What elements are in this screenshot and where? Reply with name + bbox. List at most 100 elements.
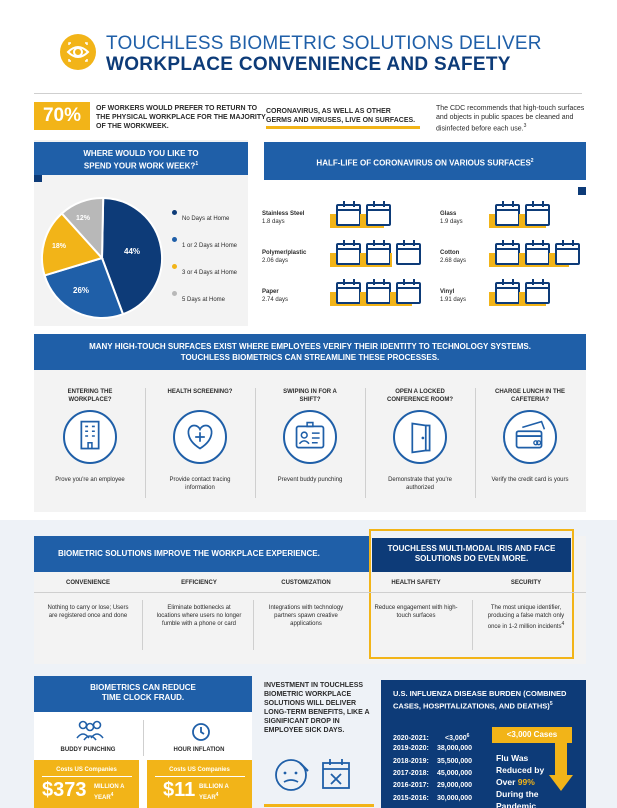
header-title-line2: WORKPLACE CONVENIENCE AND SAFETY bbox=[106, 54, 511, 75]
door-icon bbox=[393, 410, 447, 464]
touch-banner: MANY HIGH-TOUCH SURFACES EXIST WHERE EMP… bbox=[34, 334, 586, 370]
pie-label-44: 44% bbox=[124, 247, 141, 256]
flu-title: U.S. INFLUENZA DISEASE BURDEN (COMBINED … bbox=[393, 689, 578, 712]
legend-label-2: 3 or 4 Days at Home bbox=[182, 270, 238, 276]
flu-callout-l2: Reduced by bbox=[496, 765, 545, 775]
calendar-ring bbox=[542, 279, 544, 285]
pie-label-26: 26% bbox=[73, 286, 90, 295]
workweek-pie-chart bbox=[41, 196, 163, 319]
surface-days-1: 2.06 days bbox=[262, 258, 289, 264]
bio-col-head-1: EFFICIENCY bbox=[181, 580, 217, 586]
workweek-sup: 1 bbox=[195, 161, 199, 167]
legend-item-1: 1 or 2 Days at Home bbox=[172, 234, 248, 261]
calendar-ring bbox=[542, 201, 544, 207]
halflife-banner-fold bbox=[578, 187, 586, 195]
buddy-cost-line bbox=[42, 776, 132, 777]
calendar-icon bbox=[366, 201, 391, 226]
bio-col-body-3: Reduce engagement with high-touch surfac… bbox=[370, 604, 462, 620]
calendar-ring bbox=[373, 201, 375, 207]
calendar-ring bbox=[383, 279, 385, 285]
calendar-ring bbox=[403, 279, 405, 285]
legend-dot-0 bbox=[172, 210, 177, 215]
calendar-ring bbox=[413, 240, 415, 246]
calendar-icon bbox=[366, 240, 391, 265]
flu-row-3: 2017-2018: 45,000,000 bbox=[393, 770, 493, 777]
calendar-icon bbox=[396, 240, 421, 265]
bio-col-head-4: SECURITY bbox=[510, 580, 542, 586]
buddy-punching-icon bbox=[75, 718, 105, 747]
header-title-line1: TOUCHLESS BIOMETRIC SOLUTIONS DELIVER bbox=[106, 33, 542, 54]
touch-separator bbox=[475, 388, 476, 498]
bio-col-head-3: HEALTH SAFETY bbox=[391, 580, 441, 586]
calendar-ring bbox=[512, 201, 514, 207]
buddy-punching-label: BUDDY PUNCHING bbox=[60, 747, 116, 753]
cdc-text: The CDC recommends that high-touch surfa… bbox=[436, 104, 586, 133]
calendar-ring bbox=[353, 279, 355, 285]
percent-badge: 70% bbox=[34, 102, 90, 130]
legend-item-2: 3 or 4 Days at Home bbox=[172, 261, 248, 288]
surface-label-3: Glass 1.9 days bbox=[440, 210, 510, 226]
flu-row-2: 2018-2019: 35,500,000 bbox=[393, 758, 493, 765]
bio-header-rule bbox=[34, 592, 586, 593]
cdc-sup: 3 bbox=[523, 123, 527, 129]
bio-col-body-text-4: The most unique identifier, producing a … bbox=[487, 605, 565, 630]
workweek-banner: WHERE WOULD YOU LIKE TO SPEND YOUR WORK … bbox=[34, 142, 248, 175]
cdc-text-body: The CDC recommends that high-touch surfa… bbox=[436, 105, 585, 133]
calendar-ring bbox=[383, 201, 385, 207]
hour-cost-box: Costs US Companies $11 BILLION A YEAR4 bbox=[147, 760, 252, 808]
calendar-ring bbox=[532, 279, 534, 285]
flu-callout-head: <3,000 Cases bbox=[492, 727, 572, 743]
legend-dot-3 bbox=[172, 291, 177, 296]
hour-inflation-icon bbox=[190, 721, 212, 748]
flu-panel bbox=[381, 680, 586, 808]
corona-underline bbox=[266, 126, 420, 129]
legend-label-1: 1 or 2 Days at Home bbox=[182, 243, 238, 249]
legend-item-0: No Days at Home bbox=[172, 207, 248, 234]
touch-answer-2: Prevent buddy punching bbox=[277, 477, 343, 483]
calendar-ring bbox=[532, 201, 534, 207]
calendar-icon bbox=[555, 240, 580, 265]
heart-plus-icon bbox=[173, 410, 227, 464]
calendar-ring bbox=[383, 240, 385, 246]
calendar-ring bbox=[373, 240, 375, 246]
header-eye-icon bbox=[60, 34, 96, 70]
flu-value-4: 29,000,000 bbox=[437, 782, 473, 790]
surface-name-2: Paper bbox=[262, 289, 279, 295]
flu-value-2: 35,500,000 bbox=[437, 757, 473, 765]
calendar-icon bbox=[495, 201, 520, 226]
halflife-sup: 2 bbox=[530, 158, 534, 164]
iris-banner-text: TOUCHLESS MULTI-MODAL IRIS AND FACE SOLU… bbox=[387, 544, 556, 563]
flu-value-3: 45,000,000 bbox=[437, 769, 473, 777]
legend-label-0: No Days at Home bbox=[182, 216, 230, 222]
flu-title-sup: 5 bbox=[549, 701, 553, 707]
surface-name-3: Glass bbox=[440, 211, 457, 217]
calendar-ring bbox=[343, 201, 345, 207]
bio-col-head-0: CONVENIENCE bbox=[65, 580, 110, 586]
touch-answer-1: Provide contact tracing information bbox=[169, 477, 231, 491]
flu-value-5: 30,000,000 bbox=[437, 794, 473, 802]
flu-callout-l4: During the bbox=[496, 789, 539, 799]
stats-top-rule bbox=[34, 93, 582, 94]
legend-dot-2 bbox=[172, 264, 177, 269]
hour-cost-sup: 4 bbox=[215, 792, 219, 798]
calendar-ring bbox=[572, 240, 574, 246]
corona-text: CORONAVIRUS, AS WELL AS OTHER GERMS AND … bbox=[266, 108, 416, 124]
buddy-cost-box: Costs US Companies $373 MILLION A YEAR4 bbox=[34, 760, 139, 808]
flu-callout-head-text: <3,000 Cases bbox=[506, 730, 558, 739]
flu-callout-l1: Flu Was bbox=[496, 753, 529, 763]
flu-row-4: 2016-2017: 29,000,000 bbox=[393, 782, 493, 789]
buddy-cost-unit-text: MILLION A YEAR bbox=[94, 784, 125, 801]
calendar-icon bbox=[336, 279, 361, 304]
surface-label-1: Polymer/plastic 2.06 days bbox=[262, 249, 332, 265]
calendar-icon bbox=[336, 240, 361, 265]
bio-col-head-2: CUSTOMIZATION bbox=[281, 580, 331, 586]
calendar-ring bbox=[502, 240, 504, 246]
calendar-ring bbox=[343, 240, 345, 246]
hour-cost-unit: BILLION A YEAR4 bbox=[199, 783, 243, 802]
touch-answer-4: Verify the credit card is yours bbox=[491, 477, 569, 483]
calendar-ring bbox=[562, 240, 564, 246]
percent-value: 70% bbox=[42, 105, 82, 126]
bio-banner-text: BIOMETRIC SOLUTIONS IMPROVE THE WORKPLAC… bbox=[58, 549, 320, 558]
hour-cost-line bbox=[155, 776, 245, 777]
credit-card-icon bbox=[503, 410, 557, 464]
